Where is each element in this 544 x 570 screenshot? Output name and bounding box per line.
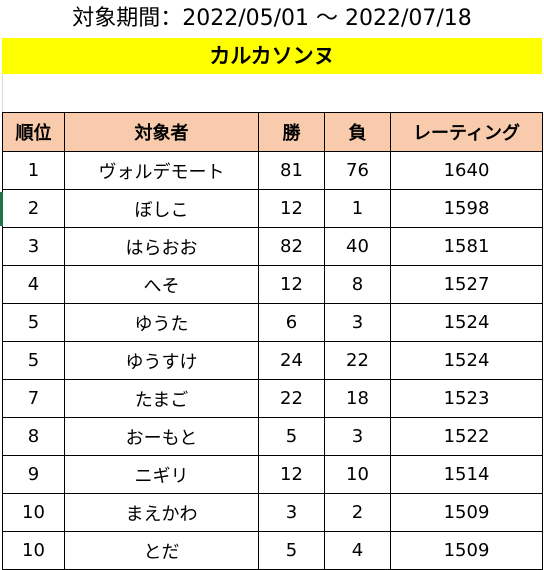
wins-cell[interactable]: 12	[258, 189, 325, 228]
table-row: 3 はらおお 82 40 1581	[2, 227, 543, 266]
table-row: 8 おーもと 5 3 1522	[2, 417, 543, 456]
rank-cell[interactable]: 4	[2, 265, 65, 304]
rating-cell[interactable]: 1581	[390, 227, 543, 266]
rating-cell[interactable]: 1524	[390, 303, 543, 342]
rank-cell[interactable]: 5	[2, 341, 65, 380]
table-row: 10 とだ 5 4 1509	[2, 531, 543, 570]
selected-cell-indicator	[0, 192, 3, 226]
rank-cell[interactable]: 10	[2, 531, 65, 570]
wins-cell[interactable]: 12	[258, 455, 325, 494]
name-cell[interactable]: たまご	[64, 379, 259, 418]
header-rank[interactable]: 順位	[2, 112, 65, 152]
header-rating[interactable]: レーティング	[390, 112, 543, 152]
group-title-banner[interactable]: カルカソンヌ	[2, 38, 542, 74]
wins-cell[interactable]: 82	[258, 227, 325, 266]
rank-cell[interactable]: 7	[2, 379, 65, 418]
wins-cell[interactable]: 81	[258, 151, 325, 190]
losses-cell[interactable]: 10	[324, 455, 391, 494]
rating-cell[interactable]: 1522	[390, 417, 543, 456]
rank-cell[interactable]: 3	[2, 227, 65, 266]
losses-cell[interactable]: 8	[324, 265, 391, 304]
table-row: 10 まえかわ 3 2 1509	[2, 493, 543, 532]
name-cell[interactable]: ぼしこ	[64, 189, 259, 228]
rank-cell[interactable]: 10	[2, 493, 65, 532]
empty-row-gridline	[2, 74, 3, 112]
rating-cell[interactable]: 1509	[390, 531, 543, 570]
table-row: 5 ゆうすけ 24 22 1524	[2, 341, 543, 380]
losses-cell[interactable]: 2	[324, 493, 391, 532]
losses-cell[interactable]: 1	[324, 189, 391, 228]
rank-cell[interactable]: 9	[2, 455, 65, 494]
wins-cell[interactable]: 3	[258, 493, 325, 532]
wins-cell[interactable]: 22	[258, 379, 325, 418]
period-label: 対象期間：2022/05/01 ～ 2022/07/18	[72, 6, 472, 31]
losses-cell[interactable]: 40	[324, 227, 391, 266]
rank-cell[interactable]: 5	[2, 303, 65, 342]
name-cell[interactable]: ニギリ	[64, 455, 259, 494]
wins-cell[interactable]: 5	[258, 531, 325, 570]
name-cell[interactable]: まえかわ	[64, 493, 259, 532]
header-wins[interactable]: 勝	[258, 112, 325, 152]
rating-cell[interactable]: 1514	[390, 455, 543, 494]
losses-cell[interactable]: 3	[324, 417, 391, 456]
losses-cell[interactable]: 18	[324, 379, 391, 418]
name-cell[interactable]: へそ	[64, 265, 259, 304]
header-losses[interactable]: 負	[324, 112, 391, 152]
header-name[interactable]: 対象者	[64, 112, 259, 152]
table-row: 9 ニギリ 12 10 1514	[2, 455, 543, 494]
name-cell[interactable]: ゆうすけ	[64, 341, 259, 380]
losses-cell[interactable]: 76	[324, 151, 391, 190]
rating-cell[interactable]: 1640	[390, 151, 543, 190]
table-row: 1 ヴォルデモート 81 76 1640	[2, 151, 543, 190]
losses-cell[interactable]: 22	[324, 341, 391, 380]
rating-cell[interactable]: 1523	[390, 379, 543, 418]
table-row: 7 たまご 22 18 1523	[2, 379, 543, 418]
wins-cell[interactable]: 12	[258, 265, 325, 304]
name-cell[interactable]: おーもと	[64, 417, 259, 456]
wins-cell[interactable]: 5	[258, 417, 325, 456]
rating-cell[interactable]: 1527	[390, 265, 543, 304]
rating-cell[interactable]: 1509	[390, 493, 543, 532]
name-cell[interactable]: はらおお	[64, 227, 259, 266]
losses-cell[interactable]: 3	[324, 303, 391, 342]
rank-cell[interactable]: 1	[2, 151, 65, 190]
name-cell[interactable]: ゆうた	[64, 303, 259, 342]
ranking-table: 順位 対象者 勝 負 レーティング 1 ヴォルデモート 81 76 1640 2…	[2, 112, 543, 570]
name-cell[interactable]: ヴォルデモート	[64, 151, 259, 190]
rating-cell[interactable]: 1598	[390, 189, 543, 228]
losses-cell[interactable]: 4	[324, 531, 391, 570]
rating-cell[interactable]: 1524	[390, 341, 543, 380]
rank-cell[interactable]: 2	[2, 189, 65, 228]
table-row: 5 ゆうた 6 3 1524	[2, 303, 543, 342]
name-cell[interactable]: とだ	[64, 531, 259, 570]
wins-cell[interactable]: 24	[258, 341, 325, 380]
table-row: 2 ぼしこ 12 1 1598	[2, 189, 543, 228]
header-row: 順位 対象者 勝 負 レーティング	[2, 112, 543, 152]
wins-cell[interactable]: 6	[258, 303, 325, 342]
rank-cell[interactable]: 8	[2, 417, 65, 456]
table-row: 4 へそ 12 8 1527	[2, 265, 543, 304]
